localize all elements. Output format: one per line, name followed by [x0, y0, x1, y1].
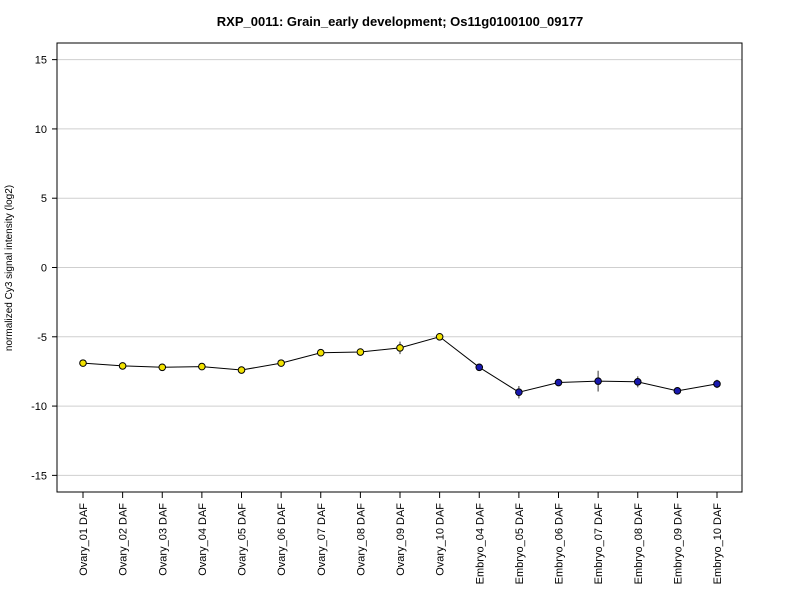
x-tick-label: Embryo_05 DAF: [514, 503, 526, 585]
data-point: [356, 348, 365, 356]
y-tick-label: -15: [31, 470, 47, 482]
data-point: [396, 344, 404, 352]
data-point: [237, 366, 246, 374]
data-series: [79, 332, 721, 399]
x-tick-label: Embryo_06 DAF: [554, 503, 566, 585]
y-tick-label: 5: [41, 193, 47, 205]
data-point: [198, 362, 206, 371]
x-tick-label: Ovary_01 DAF: [78, 503, 90, 576]
x-tick-label: Ovary_09 DAF: [395, 503, 407, 576]
x-axis: Ovary_01 DAF Ovary_02 DAF Ovary_03 DAF Ovar…: [78, 492, 724, 584]
data-point: [633, 378, 642, 386]
data-point: [554, 378, 563, 387]
chart-title: RXP_0011: Grain_early development; Os11g…: [217, 14, 583, 29]
x-tick-label: Embryo_10 DAF: [712, 503, 724, 585]
data-point: [673, 387, 682, 395]
plot-frame: [56, 42, 743, 493]
data-point: [594, 377, 602, 385]
y-axis: 15 10 5 0 -5 -10 -15: [31, 55, 57, 482]
data-point: [316, 348, 325, 357]
data-point: [79, 359, 87, 367]
y-tick-label: -5: [37, 332, 47, 344]
x-tick-label: Ovary_07 DAF: [316, 503, 328, 576]
x-tick-label: Ovary_10 DAF: [435, 503, 447, 576]
y-tick-label: 10: [35, 124, 47, 136]
x-tick-label: Embryo_08 DAF: [633, 503, 645, 585]
x-tick-label: Ovary_02 DAF: [118, 503, 130, 576]
x-tick-label: Ovary_06 DAF: [276, 503, 288, 576]
data-point: [118, 362, 127, 370]
x-tick-label: Ovary_04 DAF: [197, 503, 209, 576]
gridlines: [57, 59, 742, 476]
y-tick-label: -10: [31, 401, 47, 413]
x-tick-label: Embryo_09 DAF: [672, 503, 684, 585]
data-point: [277, 359, 285, 367]
x-tick-label: Ovary_08 DAF: [355, 503, 367, 576]
x-tick-label: Ovary_03 DAF: [157, 503, 169, 576]
y-tick-label: 15: [35, 55, 47, 67]
y-axis-label: normalized Cy3 signal intensity (log2): [4, 185, 15, 351]
data-point: [475, 363, 484, 372]
y-tick-label: 0: [41, 263, 47, 275]
data-point: [435, 332, 444, 341]
data-point: [158, 363, 167, 372]
x-tick-label: Ovary_05 DAF: [237, 503, 249, 576]
data-point: [713, 380, 721, 388]
x-tick-label: Embryo_04 DAF: [474, 503, 486, 585]
x-tick-label: Embryo_07 DAF: [593, 503, 605, 585]
data-point: [515, 388, 523, 397]
